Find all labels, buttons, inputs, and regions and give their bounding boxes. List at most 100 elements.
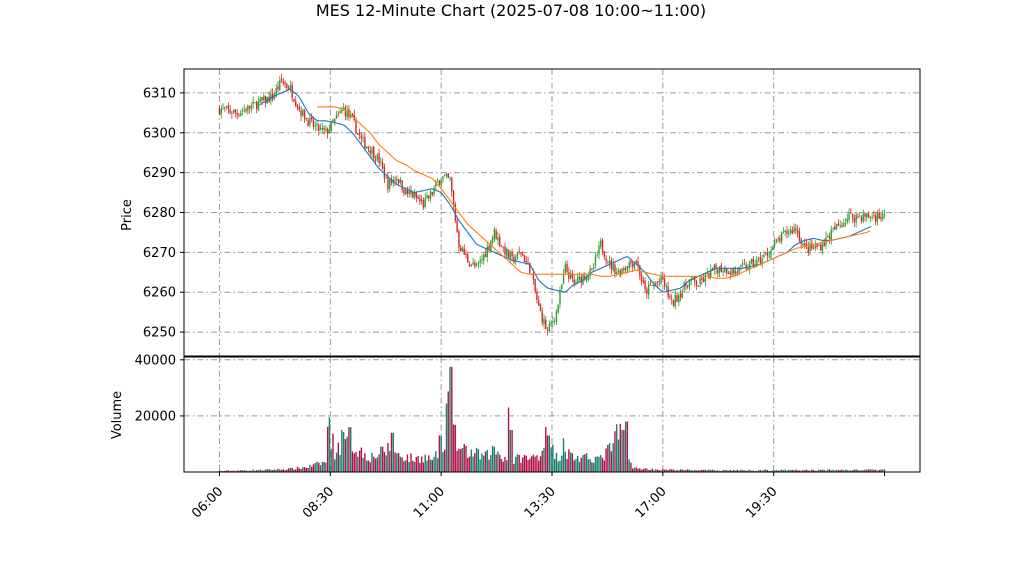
- candle-body: [688, 279, 691, 287]
- volume-bar: [802, 469, 804, 472]
- volume-bar: [667, 470, 669, 472]
- candle-body: [250, 105, 253, 110]
- candle-body: [275, 88, 277, 96]
- time-tick-label: 13:30: [522, 484, 559, 521]
- volume-bar: [426, 460, 428, 472]
- candle-body: [605, 258, 607, 262]
- volume-bar: [844, 469, 847, 472]
- volume-bar: [454, 424, 457, 472]
- candle-body: [646, 288, 648, 294]
- volume-bar: [718, 470, 721, 472]
- volume-bar: [644, 468, 646, 472]
- candle-body: [337, 113, 339, 115]
- volume-bar: [596, 456, 598, 472]
- candle-body: [247, 105, 249, 111]
- candle-body: [651, 285, 653, 286]
- volume-bar: [344, 439, 347, 472]
- volume-bar: [695, 470, 698, 472]
- candle-body: [578, 276, 581, 279]
- volume-bar: [754, 470, 756, 472]
- candle-body: [545, 319, 547, 329]
- volume-bar: [553, 459, 556, 472]
- volume-bar: [318, 462, 320, 472]
- candle-body: [417, 196, 419, 199]
- volume-bar: [546, 435, 549, 472]
- candle-body: [493, 229, 496, 239]
- volume-bar: [614, 431, 616, 472]
- candle-body: [454, 204, 457, 221]
- volume-bar: [782, 470, 785, 472]
- candle-body: [339, 111, 341, 114]
- volume-bar: [706, 470, 708, 472]
- volume-bar: [545, 427, 547, 472]
- volume-bar: [523, 454, 526, 472]
- candle-body: [257, 101, 260, 111]
- volume-bar: [412, 460, 414, 472]
- candle-body: [509, 253, 512, 259]
- volume-bar: [355, 451, 357, 472]
- price-tick-label: 6310: [143, 86, 176, 101]
- price-tick-label: 6300: [143, 126, 176, 141]
- volume-bar: [268, 469, 270, 472]
- candle-body: [860, 217, 863, 221]
- volume-bar: [509, 429, 512, 472]
- volume-bar: [757, 470, 760, 472]
- candle-body: [234, 109, 237, 113]
- candle-body: [676, 295, 678, 302]
- candle-body: [589, 268, 591, 276]
- candle-body: [291, 84, 293, 98]
- volume-bar: [472, 456, 474, 472]
- volume-bar: [266, 469, 269, 472]
- volume-bar: [231, 470, 233, 472]
- volume-bar: [846, 470, 848, 472]
- volume-bar: [224, 470, 226, 472]
- volume-bar: [401, 457, 403, 472]
- candle-body: [832, 227, 834, 229]
- volume-bar: [309, 464, 311, 472]
- candle-body: [779, 237, 781, 242]
- volume-bar: [339, 455, 341, 472]
- candle-body: [575, 283, 577, 285]
- volume-bar: [442, 452, 444, 472]
- volume-bar: [550, 447, 552, 472]
- candle-body: [459, 247, 462, 252]
- volume-bar: [539, 456, 542, 472]
- volume-bar: [568, 449, 570, 472]
- candle-body: [749, 261, 751, 269]
- candle-body: [823, 242, 825, 246]
- volume-bar: [585, 453, 588, 472]
- candle-body: [495, 230, 497, 240]
- candle-body: [662, 276, 664, 280]
- candle-body: [621, 268, 623, 275]
- volume-bar: [295, 469, 297, 472]
- candle-body: [295, 101, 297, 106]
- candle-body: [770, 250, 772, 258]
- candle-body: [429, 191, 432, 200]
- candle-body: [328, 129, 331, 134]
- volume-bar: [701, 469, 703, 472]
- candle-body: [733, 268, 735, 274]
- candle-body: [603, 251, 606, 258]
- time-tick-label: 17:00: [633, 484, 670, 521]
- candle-body: [740, 264, 742, 267]
- volume-bar: [497, 451, 499, 472]
- candle-body: [562, 274, 565, 285]
- candle-body: [796, 229, 799, 233]
- volume-bar: [688, 469, 691, 472]
- candle-body: [568, 272, 570, 279]
- candle-body: [793, 227, 795, 233]
- volume-bar: [447, 391, 449, 472]
- candle-body: [828, 236, 831, 239]
- volume-bar: [619, 423, 621, 472]
- volume-bar: [635, 467, 637, 472]
- volume-bar: [734, 470, 737, 472]
- candle-body: [573, 279, 575, 284]
- candle-body: [277, 86, 279, 90]
- candle-body: [309, 118, 311, 126]
- candle-body: [747, 268, 749, 270]
- volume-bar: [805, 469, 808, 472]
- candle-body: [871, 216, 873, 218]
- volume-bar: [232, 470, 235, 472]
- volume-bar: [247, 470, 249, 472]
- volume-bar: [834, 470, 836, 472]
